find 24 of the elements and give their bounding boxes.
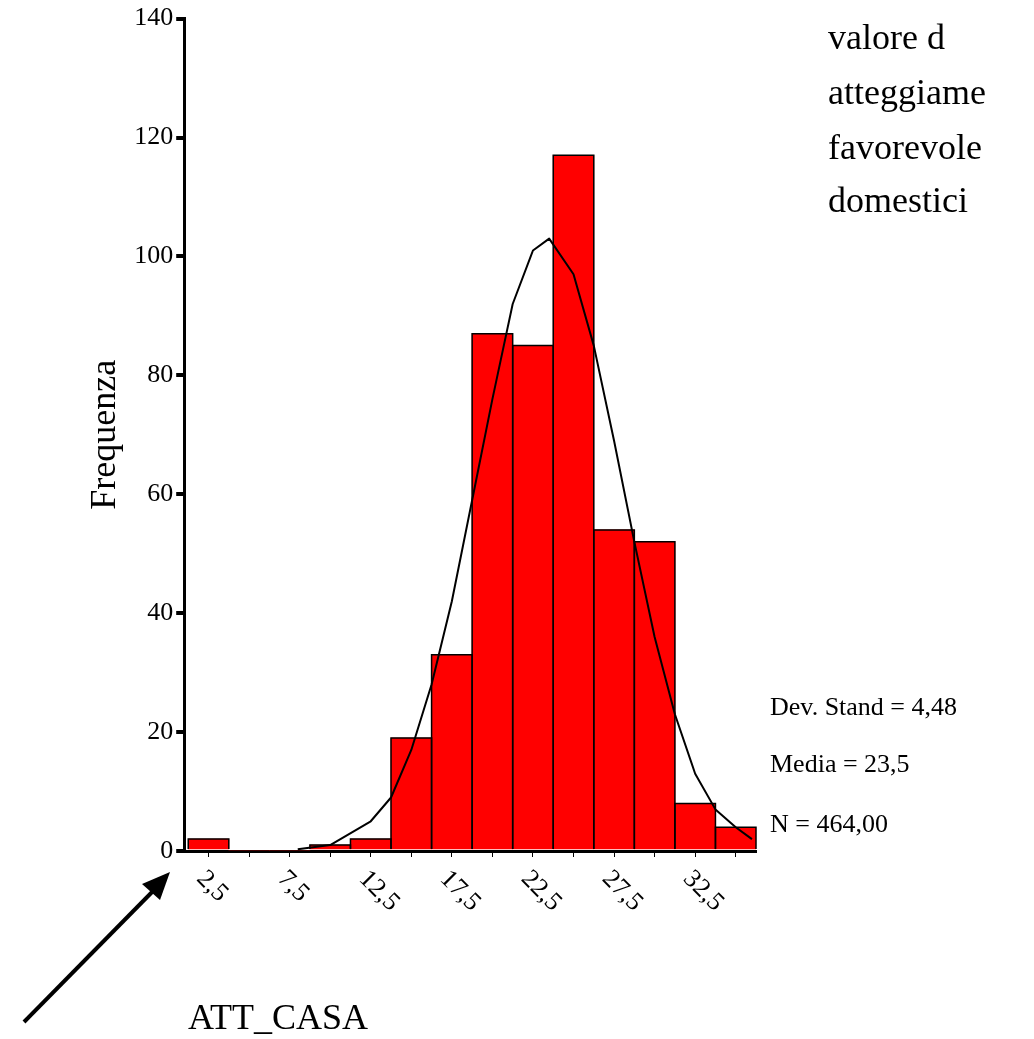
- y-tick-label: 40: [147, 597, 174, 626]
- text: valore d: [828, 17, 945, 58]
- x-tick-label: 7,5: [272, 863, 317, 908]
- y-tick-label: 0: [160, 834, 174, 864]
- text: Dev. Stand = 4,48: [770, 691, 958, 721]
- y-axis-title: Frequenza: [83, 359, 124, 510]
- x-tick-label: 22,5: [515, 863, 569, 917]
- y-tick-label: 120: [134, 121, 174, 151]
- x-tick-label: 27,5: [596, 863, 650, 917]
- y-tick-label: 100: [134, 240, 174, 270]
- x-axis-title: ATT_CASA: [188, 997, 369, 1038]
- x-tick-label: 12,5: [353, 863, 407, 917]
- y-tick-label: 60: [147, 478, 174, 508]
- x-tick-label: 17,5: [434, 863, 488, 917]
- y-tick-label: 20: [147, 715, 174, 745]
- text: domestici: [828, 180, 968, 221]
- text: atteggiame: [828, 72, 986, 113]
- text: N = 464,00: [770, 808, 888, 838]
- text: Media = 23,5: [770, 748, 910, 778]
- x-tick-label: 2,5: [191, 863, 235, 908]
- y-tick-label: 80: [147, 359, 174, 389]
- x-tick-label: 32,5: [678, 863, 731, 917]
- y-tick-label: 140: [134, 2, 174, 32]
- text: favorevole: [828, 127, 982, 168]
